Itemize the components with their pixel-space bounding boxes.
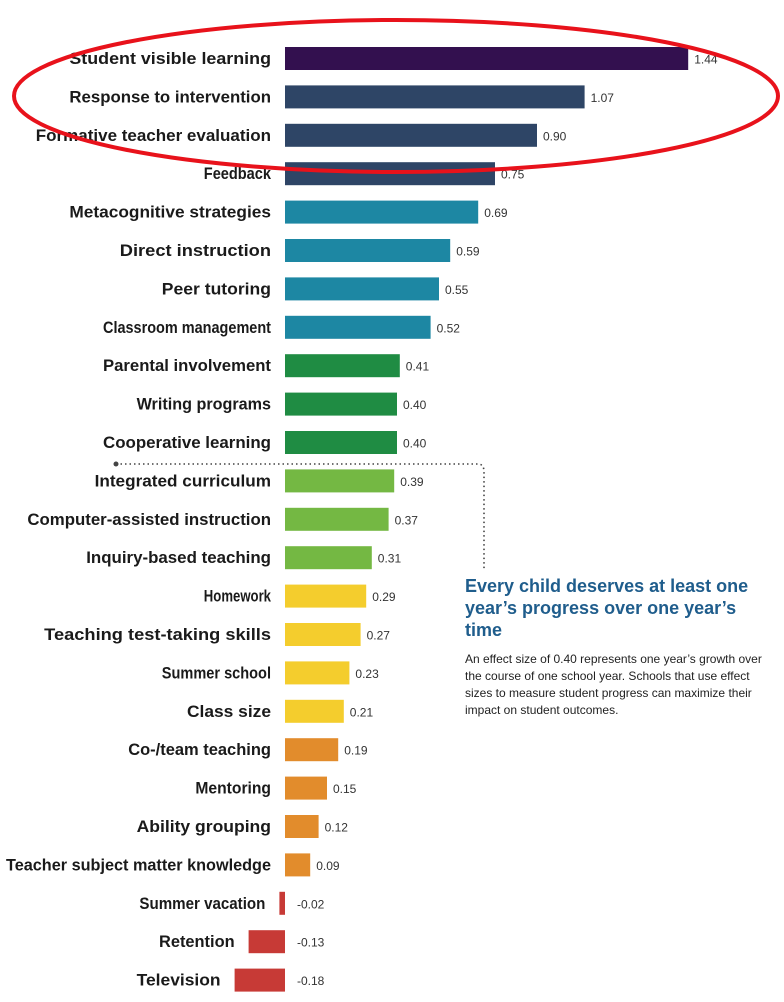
category-label-8: Parental involvement	[103, 356, 271, 375]
value-labels-group: 1.44 1.07 0.90 0.75 0.69 0.59 0.55 0.52 0.41 0.40…	[297, 53, 718, 989]
bar-15	[285, 623, 361, 646]
bar-11	[285, 469, 395, 493]
callout-connector-dot	[113, 461, 119, 467]
value-label-19: 0.15	[333, 782, 357, 796]
category-label-23: Retention	[159, 932, 235, 951]
value-label-14: 0.29	[372, 590, 396, 604]
bar-4	[285, 200, 479, 224]
value-label-11: 0.39	[400, 475, 424, 489]
category-label-12: Computer-assisted instruction	[27, 510, 271, 529]
callout-title: Every child deserves at least one year’s…	[465, 576, 749, 640]
category-label-24: Television	[137, 971, 221, 990]
category-label-1: Response to intervention	[69, 87, 271, 106]
value-label-0: 1.44	[694, 53, 718, 67]
category-label-3: Feedback	[204, 164, 272, 183]
callout-body: An effect size of 0.40 represents one ye…	[465, 652, 762, 717]
value-label-18: 0.19	[344, 744, 368, 758]
bar-0	[285, 47, 689, 70]
category-label-6: Peer tutoring	[162, 279, 271, 298]
category-label-2: Formative teacher evaluation	[36, 126, 271, 145]
value-label-23: -0.13	[297, 936, 325, 950]
category-label-20: Ability grouping	[137, 817, 271, 836]
value-label-17: 0.21	[350, 705, 374, 719]
value-label-7: 0.52	[437, 321, 461, 335]
bar-23	[248, 930, 285, 954]
category-label-14: Homework	[204, 587, 272, 606]
value-label-10: 0.40	[403, 437, 427, 451]
bar-9	[285, 392, 397, 416]
bar-20	[285, 815, 319, 838]
value-label-15: 0.27	[367, 629, 391, 643]
bar-16	[285, 661, 350, 685]
bar-14	[285, 584, 367, 608]
category-label-21: Teacher subject matter knowledge	[6, 855, 271, 874]
bar-5	[285, 239, 451, 262]
value-label-13: 0.31	[378, 552, 402, 566]
value-label-22: -0.02	[297, 897, 325, 911]
category-label-7: Classroom management	[103, 318, 271, 337]
value-label-6: 0.55	[445, 283, 469, 297]
category-label-13: Inquiry-based teaching	[86, 548, 271, 567]
category-label-5: Direct instruction	[120, 241, 271, 260]
highlight-ellipse	[12, 18, 780, 174]
bar-7	[285, 315, 431, 339]
value-label-21: 0.09	[316, 859, 340, 873]
bar-19	[285, 776, 327, 800]
category-label-4: Metacognitive strategies	[69, 203, 271, 222]
category-label-22: Summer vacation	[139, 894, 265, 913]
value-label-2: 0.90	[543, 129, 567, 143]
bar-2	[285, 123, 537, 147]
bar-6	[285, 277, 439, 301]
category-label-9: Writing programs	[137, 395, 271, 414]
bar-21	[285, 853, 311, 877]
bar-13	[285, 546, 372, 570]
bar-12	[285, 507, 389, 531]
bar-8	[285, 354, 400, 378]
value-label-8: 0.41	[406, 360, 430, 374]
bar-24	[234, 968, 285, 992]
category-label-15: Teaching test-taking skills	[44, 625, 271, 644]
category-label-10: Cooperative learning	[103, 433, 271, 452]
callout-box: Every child deserves at least one year’s…	[465, 575, 765, 719]
bar-1	[285, 85, 585, 109]
bar-17	[285, 699, 344, 723]
category-label-16: Summer school	[162, 663, 271, 682]
category-label-11: Integrated curriculum	[95, 471, 271, 490]
category-label-18: Co-/team teaching	[128, 740, 271, 759]
value-label-3: 0.75	[501, 168, 525, 182]
value-label-16: 0.23	[355, 667, 379, 681]
bars-group	[234, 47, 689, 992]
category-label-17: Class size	[187, 702, 271, 721]
bar-18	[285, 738, 339, 762]
value-label-24: -0.18	[297, 974, 325, 988]
category-label-0: Student visible learning	[69, 49, 271, 68]
category-labels-group: Student visible learning Response to inte…	[6, 49, 271, 990]
value-label-4: 0.69	[484, 206, 508, 220]
bar-22	[279, 891, 285, 915]
category-label-19: Mentoring	[195, 779, 271, 798]
value-label-20: 0.12	[325, 821, 349, 835]
bar-10	[285, 431, 397, 454]
value-label-1: 1.07	[591, 91, 615, 105]
value-label-9: 0.40	[403, 398, 427, 412]
value-label-12: 0.37	[395, 513, 419, 527]
value-label-5: 0.59	[456, 245, 480, 259]
